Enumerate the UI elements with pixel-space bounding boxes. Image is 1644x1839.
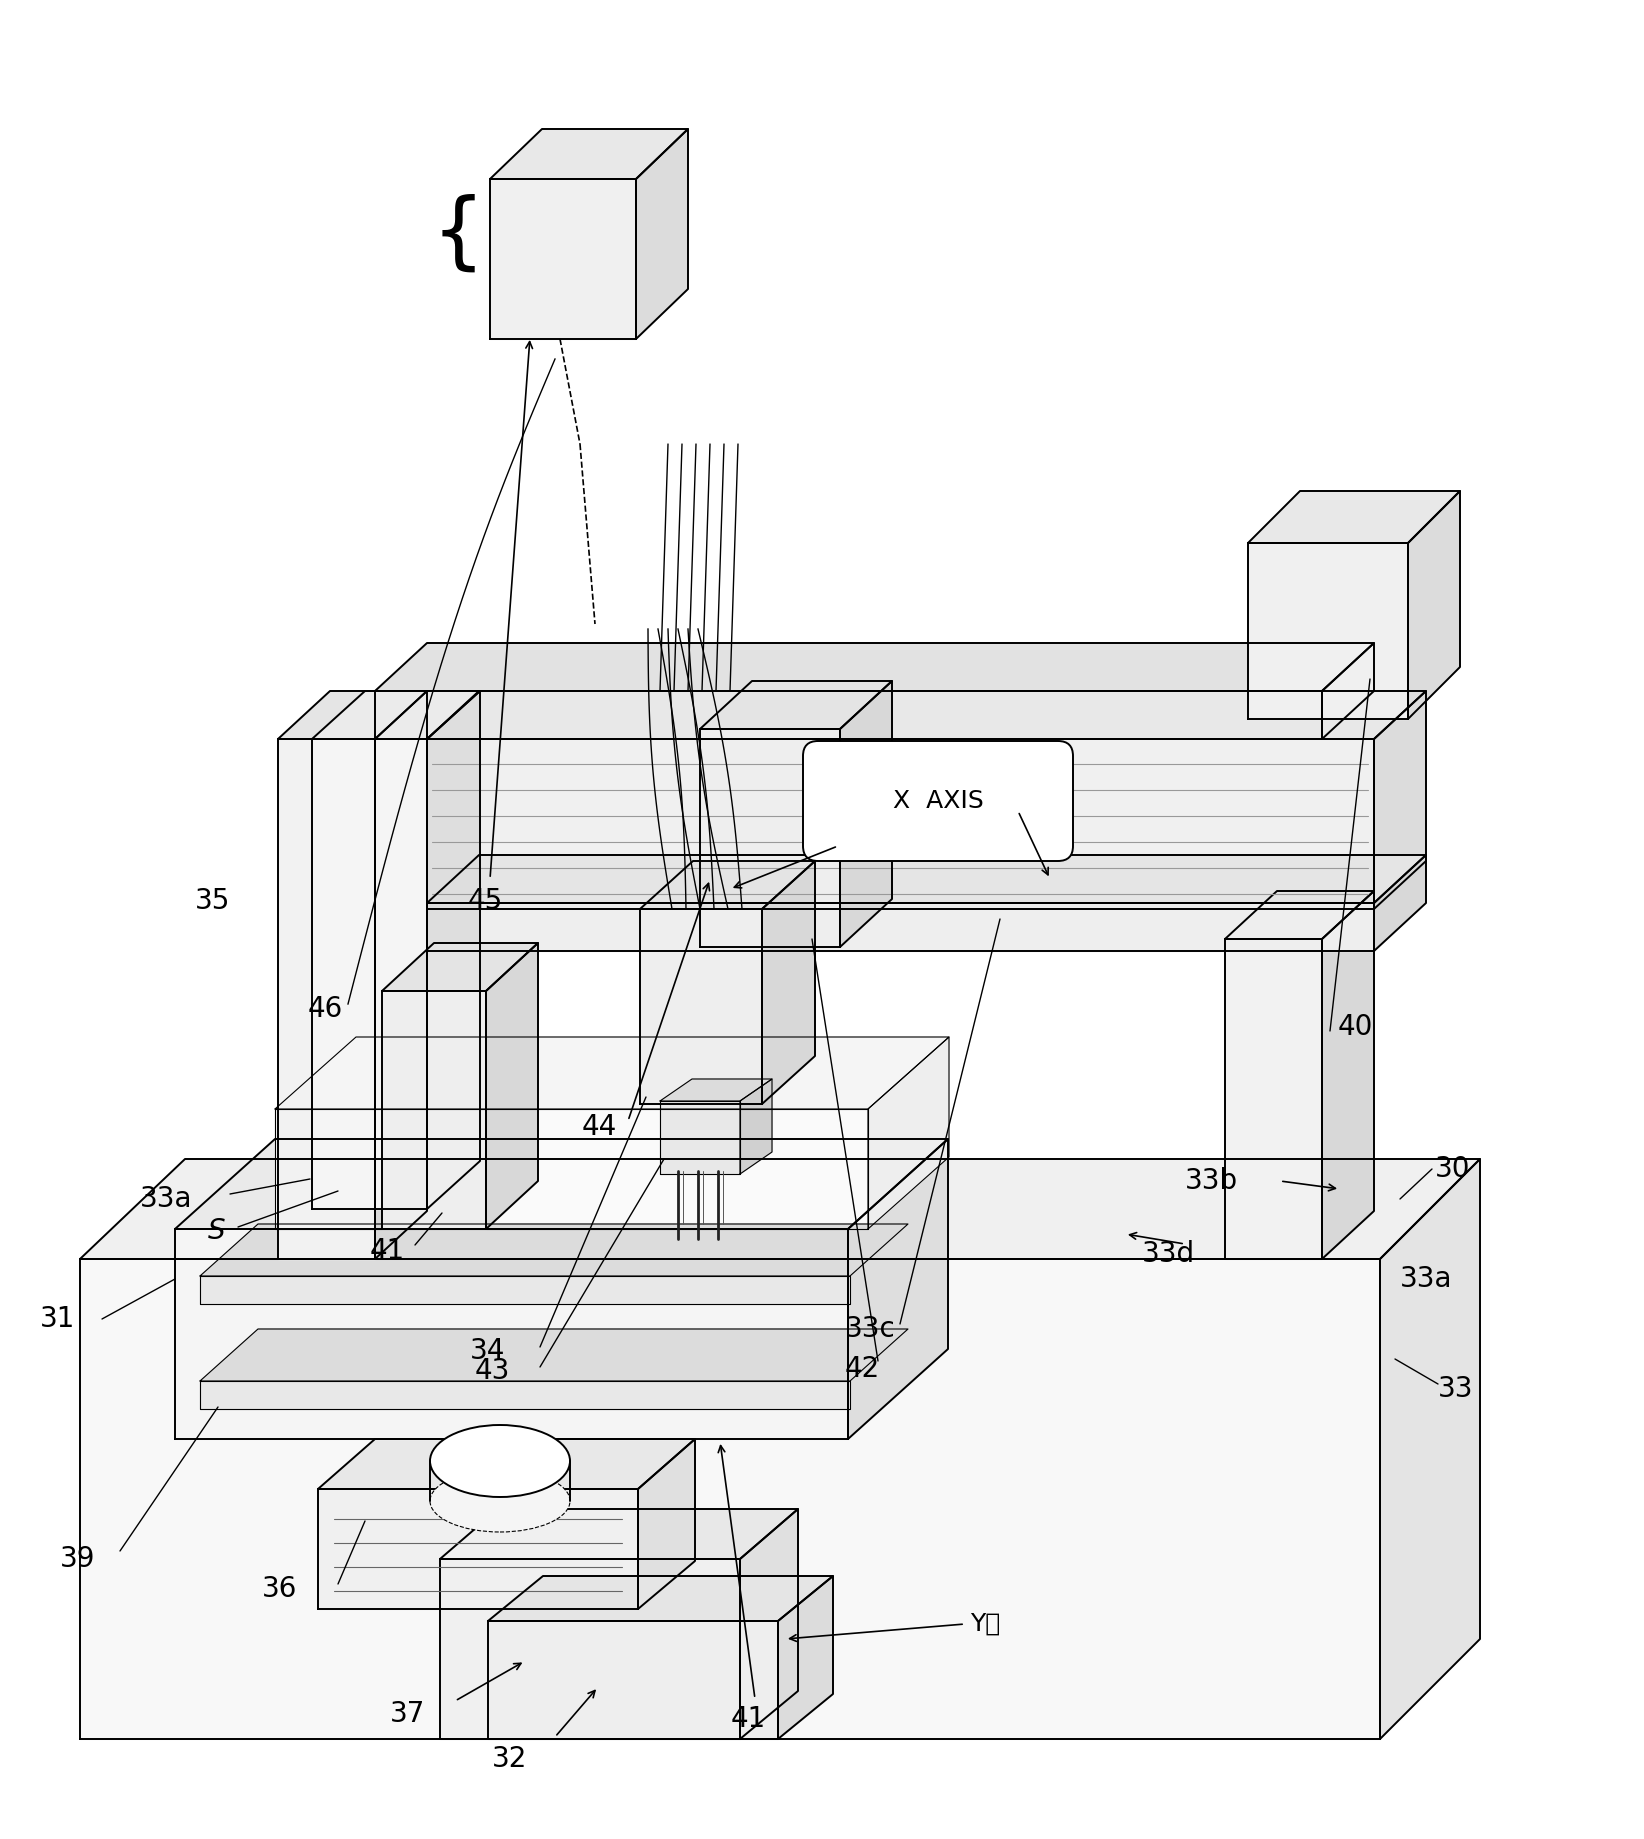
FancyBboxPatch shape (802, 741, 1074, 861)
Polygon shape (840, 680, 893, 947)
Polygon shape (488, 1620, 778, 1740)
Polygon shape (441, 1559, 740, 1740)
Polygon shape (427, 739, 1374, 908)
Text: 33: 33 (1438, 1376, 1473, 1403)
Text: S: S (209, 1217, 225, 1245)
Polygon shape (317, 1438, 695, 1490)
Polygon shape (201, 1225, 907, 1276)
Polygon shape (700, 680, 893, 728)
Polygon shape (375, 644, 1374, 691)
Text: 36: 36 (261, 1574, 298, 1604)
Polygon shape (1248, 491, 1460, 543)
Text: 33a: 33a (140, 1184, 192, 1214)
Polygon shape (81, 1260, 1379, 1740)
Polygon shape (659, 1079, 773, 1102)
Polygon shape (381, 943, 538, 991)
Polygon shape (1374, 855, 1425, 951)
Polygon shape (427, 903, 1374, 951)
Polygon shape (636, 129, 687, 338)
Text: Y軸: Y軸 (970, 1613, 1000, 1637)
Polygon shape (275, 1109, 868, 1228)
Polygon shape (487, 943, 538, 1228)
Polygon shape (763, 861, 815, 1103)
Text: 34: 34 (470, 1337, 505, 1365)
Polygon shape (700, 728, 840, 947)
Polygon shape (640, 908, 763, 1103)
Polygon shape (1322, 644, 1374, 739)
Polygon shape (174, 1138, 949, 1228)
Text: X  AXIS: X AXIS (893, 789, 983, 813)
Ellipse shape (431, 1425, 570, 1497)
Polygon shape (317, 1490, 638, 1609)
Polygon shape (201, 1381, 850, 1409)
Text: 30: 30 (1435, 1155, 1470, 1182)
Polygon shape (1322, 892, 1374, 1260)
Polygon shape (1374, 691, 1425, 908)
Polygon shape (375, 691, 1322, 739)
Text: 45: 45 (469, 886, 503, 916)
Polygon shape (1225, 940, 1322, 1260)
Text: 41: 41 (370, 1238, 406, 1265)
Text: 33d: 33d (1143, 1239, 1195, 1269)
Text: 32: 32 (492, 1745, 528, 1773)
Polygon shape (312, 739, 427, 1208)
Polygon shape (201, 1330, 907, 1381)
Polygon shape (201, 1276, 850, 1304)
Polygon shape (427, 855, 1425, 903)
Polygon shape (638, 1438, 695, 1609)
Polygon shape (1379, 1159, 1480, 1740)
Text: 35: 35 (196, 886, 230, 916)
Polygon shape (490, 178, 636, 338)
Text: 40: 40 (1338, 1013, 1373, 1041)
Polygon shape (778, 1576, 834, 1740)
Polygon shape (427, 691, 1425, 739)
Polygon shape (488, 1576, 834, 1620)
Text: 37: 37 (390, 1699, 426, 1729)
Polygon shape (312, 691, 480, 739)
Polygon shape (381, 991, 487, 1228)
Polygon shape (640, 861, 815, 908)
Text: 43: 43 (475, 1357, 510, 1385)
Text: 33b: 33b (1185, 1168, 1238, 1195)
Polygon shape (278, 739, 375, 1260)
Ellipse shape (431, 1469, 570, 1532)
Text: {: { (431, 193, 485, 274)
Polygon shape (740, 1510, 797, 1740)
Text: 33c: 33c (845, 1315, 896, 1342)
Polygon shape (1225, 892, 1374, 940)
Text: 46: 46 (307, 995, 344, 1022)
Polygon shape (375, 691, 427, 1260)
Text: 42: 42 (845, 1355, 880, 1383)
Text: 44: 44 (582, 1113, 616, 1140)
Text: 33a: 33a (1401, 1265, 1453, 1293)
Polygon shape (441, 1510, 797, 1559)
Polygon shape (1407, 491, 1460, 719)
Text: 39: 39 (59, 1545, 95, 1572)
Polygon shape (81, 1159, 1480, 1260)
Polygon shape (275, 1037, 949, 1109)
Text: 31: 31 (39, 1306, 76, 1333)
Polygon shape (848, 1138, 949, 1438)
Polygon shape (659, 1102, 740, 1173)
Polygon shape (490, 129, 687, 178)
Polygon shape (174, 1228, 848, 1438)
Polygon shape (427, 691, 480, 1208)
Polygon shape (278, 691, 427, 739)
Polygon shape (740, 1079, 773, 1173)
Polygon shape (1248, 543, 1407, 719)
Text: 41: 41 (730, 1705, 766, 1732)
Polygon shape (868, 1037, 949, 1228)
